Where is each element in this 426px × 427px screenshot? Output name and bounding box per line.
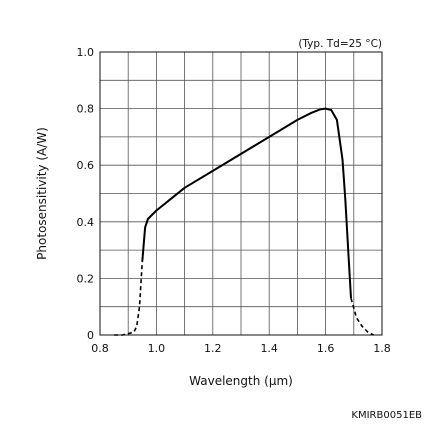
series-line-dashed xyxy=(114,261,144,336)
x-tick-label: 1.0 xyxy=(148,342,166,355)
series-lines xyxy=(114,107,374,336)
x-tick-label: 0.8 xyxy=(91,342,109,355)
x-tick-labels: 0.8 1.0 1.2 1.4 1.6 1.8 xyxy=(91,342,391,355)
x-tick-label: 1.2 xyxy=(204,342,222,355)
grid-lines xyxy=(100,52,382,335)
y-tick-label: 0.6 xyxy=(77,159,95,172)
plot-frame xyxy=(99,51,383,336)
x-tick-label: 1.8 xyxy=(373,342,391,355)
x-tick-label: 1.6 xyxy=(317,342,335,355)
series-line-dashed xyxy=(350,297,374,336)
y-tick-labels: 0 0.2 0.4 0.6 0.8 1.0 xyxy=(77,46,95,342)
y-tick-label: 0.4 xyxy=(77,216,95,229)
series-line-solid xyxy=(141,107,352,299)
y-tick-label: 0 xyxy=(87,329,94,342)
x-axis-label: Wavelength (µm) xyxy=(189,374,293,388)
y-tick-label: 0.2 xyxy=(77,272,95,285)
condition-note: (Typ. Td=25 °C) xyxy=(298,38,382,50)
x-tick-label: 1.4 xyxy=(260,342,278,355)
y-tick-label: 0.8 xyxy=(77,103,95,116)
y-tick-label: 1.0 xyxy=(77,46,95,59)
y-axis-label: Photosensitivity (A/W) xyxy=(35,127,49,260)
figure-code: KMIRB0051EB xyxy=(351,410,422,421)
